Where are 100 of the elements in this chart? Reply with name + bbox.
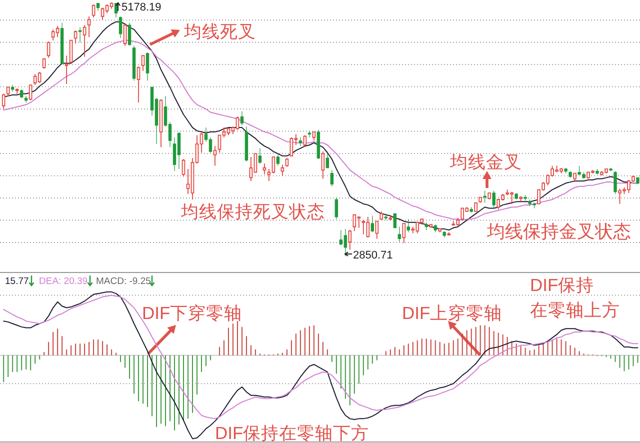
candlestick [402, 223, 406, 244]
candlestick [573, 172, 576, 182]
candlestick [524, 194, 527, 201]
candlestick [2, 93, 6, 110]
candlestick [285, 158, 289, 168]
candlestick [312, 131, 316, 142]
candlestick [118, 16, 122, 38]
candlestick [478, 196, 482, 204]
candlestick [33, 74, 37, 86]
candlestick [258, 148, 262, 164]
candlestick [110, 2, 114, 10]
candlestick [159, 98, 163, 148]
candlestick [42, 58, 46, 70]
candlestick [141, 55, 145, 72]
candlestick [488, 192, 491, 200]
candlestick [226, 128, 230, 136]
candlestick [38, 72, 42, 84]
candlestick [366, 216, 370, 238]
text: 15.77 [5, 276, 29, 287]
candlestick [352, 214, 356, 232]
candlestick [177, 132, 181, 170]
candlestick [357, 216, 361, 228]
candlestick [56, 26, 60, 38]
candlestick [348, 230, 352, 250]
candlestick [182, 158, 186, 178]
candlestick [564, 168, 568, 174]
candlestick [123, 24, 127, 46]
candlestick [213, 146, 217, 166]
candlestick [483, 190, 486, 204]
candlestick [321, 151, 325, 180]
candlestick [384, 213, 388, 221]
candlestick [46, 40, 50, 58]
annotation: DIF下穿零轴 [142, 303, 242, 323]
candlestick [28, 84, 32, 101]
candlestick [398, 226, 401, 242]
candlestick [82, 24, 86, 58]
annotation: 均线保持死叉状态 [180, 202, 325, 222]
candlestick [442, 230, 446, 238]
candlestick [380, 211, 384, 220]
candlestick [280, 164, 284, 176]
annotation: DIF保持在零轴上方 [530, 275, 620, 320]
candlestick [136, 66, 140, 103]
candlestick [64, 55, 68, 84]
candlestick [303, 134, 307, 147]
candlestick [519, 196, 522, 202]
annotation: 2850.71 [353, 250, 393, 262]
candlestick [388, 215, 392, 221]
candlestick [244, 126, 248, 162]
candlestick [492, 190, 496, 209]
annotation: 5178.19 [122, 2, 162, 14]
candlestick [96, 2, 100, 12]
candlestick [370, 216, 374, 232]
candlestick [568, 170, 572, 178]
candlestick [614, 170, 617, 194]
candlestick [60, 22, 64, 65]
annotation: 均线死叉 [183, 22, 256, 42]
candlestick [298, 137, 302, 146]
annotation: DIF上穿零轴 [402, 303, 502, 323]
candlestick [20, 89, 24, 98]
text: DEA: 20.39 [39, 276, 88, 287]
candlestick [78, 26, 82, 43]
candlestick [375, 220, 379, 240]
candlestick [344, 228, 348, 256]
annotation: 均线金叉 [449, 152, 522, 172]
candlestick [411, 226, 415, 234]
candlestick [474, 202, 478, 212]
candlestick [514, 192, 518, 200]
candlestick [249, 156, 253, 182]
candlestick [636, 177, 640, 185]
candlestick [24, 96, 28, 103]
candlestick [424, 222, 428, 230]
candlestick [596, 168, 599, 175]
candlestick [362, 220, 366, 235]
candlestick [438, 228, 442, 233]
annotation: DIF保持在零轴下方 [215, 423, 370, 443]
candlestick [236, 116, 240, 130]
candlestick [6, 86, 10, 96]
candlestick [290, 136, 294, 156]
candlestick [146, 52, 150, 81]
candlestick [447, 232, 451, 236]
candlestick [15, 88, 19, 94]
candlestick [74, 30, 78, 44]
candlestick [69, 40, 73, 64]
candlestick [87, 16, 91, 38]
candlestick [240, 110, 244, 126]
candlestick [330, 170, 334, 187]
candlestick [406, 218, 410, 232]
candlestick [262, 163, 266, 175]
text: MACD: -9.25 [96, 276, 151, 287]
candlestick [10, 84, 14, 92]
candlestick [51, 29, 55, 41]
candlestick [434, 224, 437, 232]
candlestick [429, 224, 433, 228]
candlestick [470, 206, 473, 213]
candlestick [308, 130, 312, 138]
candlestick [92, 4, 96, 18]
annotation: 均线保持金叉状态 [486, 222, 631, 242]
candlestick [100, 7, 104, 20]
candlestick [609, 168, 612, 172]
candlestick [276, 154, 280, 166]
